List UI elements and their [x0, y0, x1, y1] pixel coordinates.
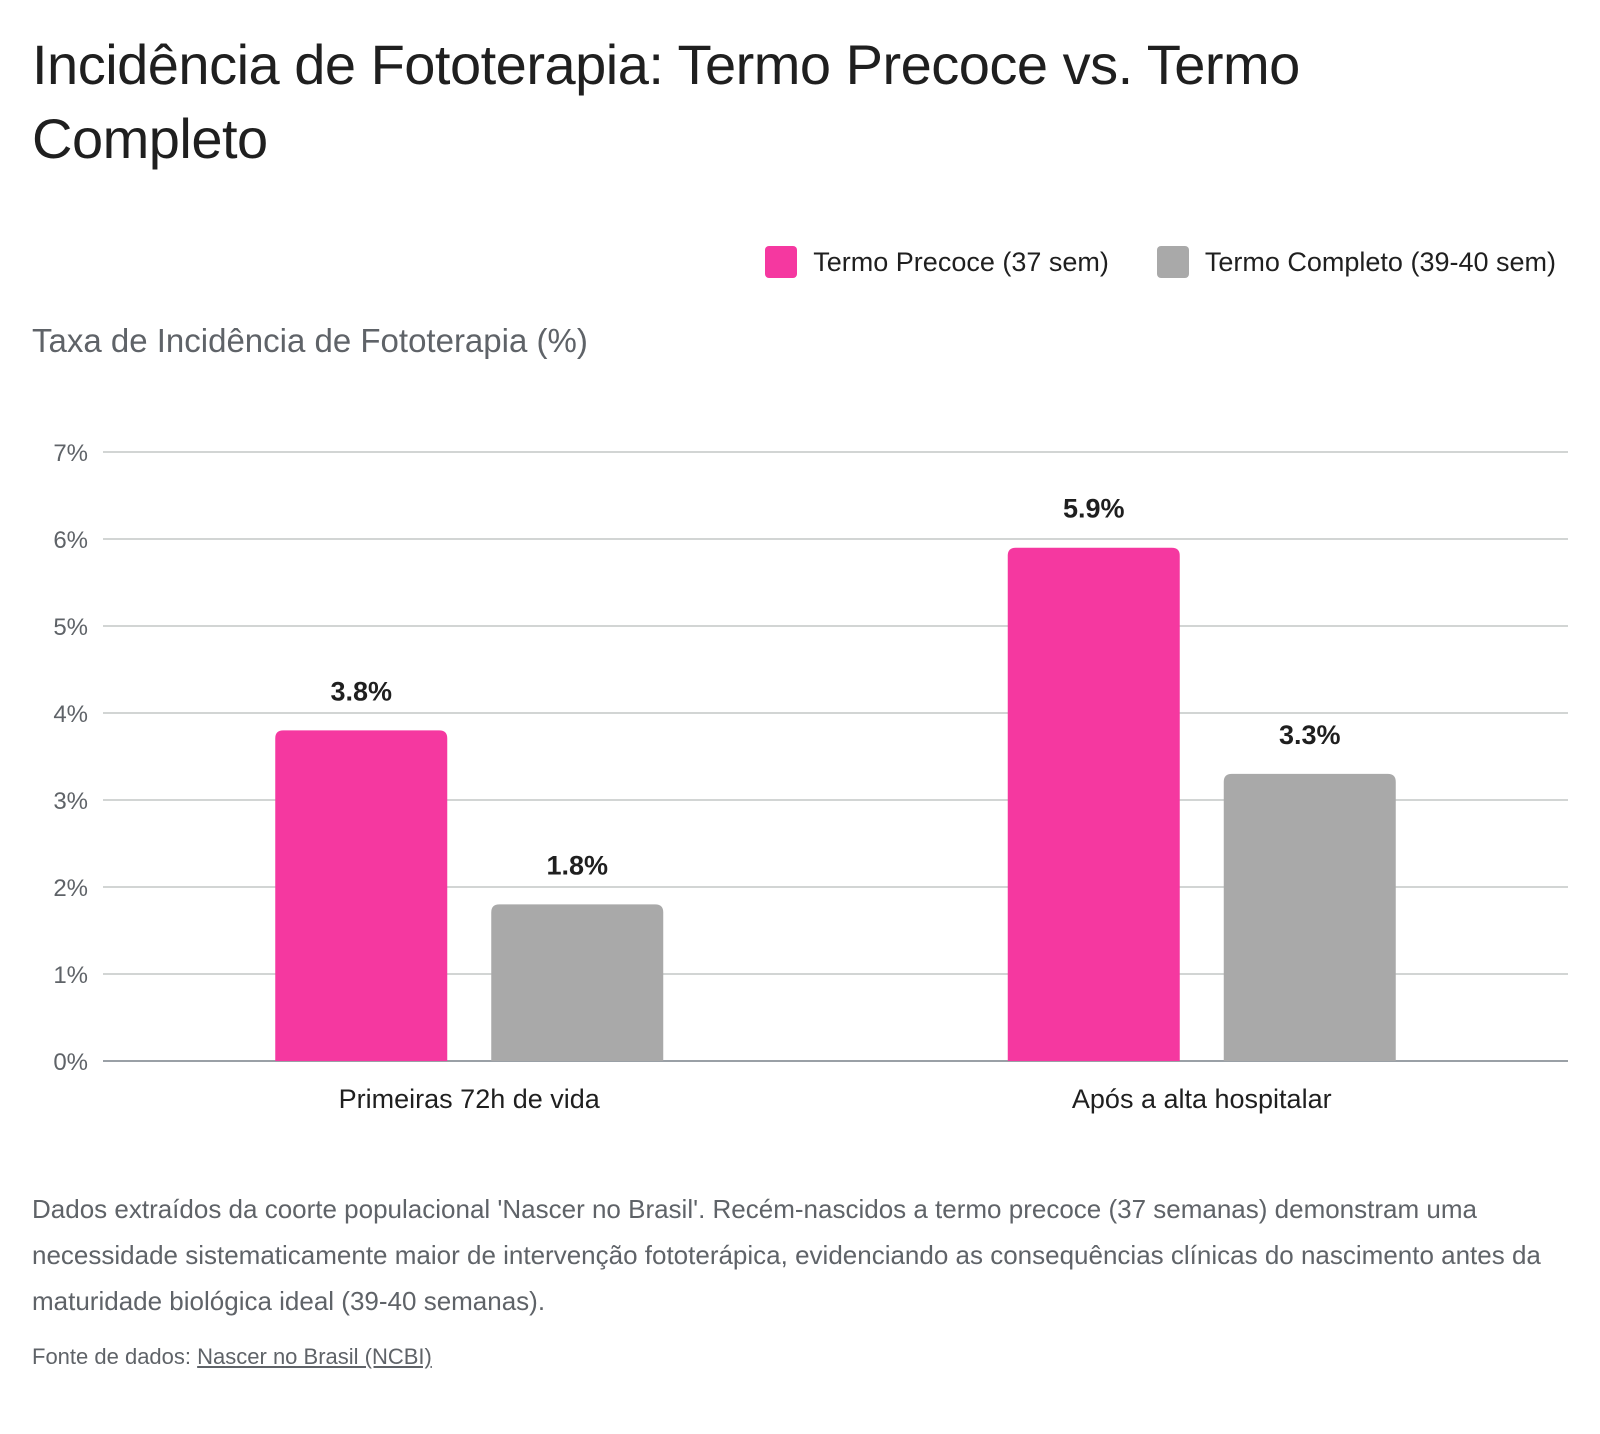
y-tick-label: 4% — [53, 701, 88, 728]
bar-data-label: 1.8% — [546, 850, 608, 880]
bar-data-label: 5.9% — [1063, 494, 1125, 524]
y-tick-label: 1% — [53, 962, 88, 989]
bar-data-label: 3.3% — [1279, 720, 1341, 750]
bar[interactable] — [1007, 547, 1180, 1061]
chart-caption: Dados extraídos da coorte populacional '… — [32, 1194, 1541, 1316]
y-tick-label: 3% — [53, 788, 88, 815]
source-label: Fonte de dados: — [32, 1344, 192, 1369]
legend-item-termo-completo[interactable]: Termo Completo (39-40 sem) — [1156, 246, 1556, 278]
bar-chart: 0% 1% 2% 3% 4% 5% 6% 7% 3.8% 1.8% Primeiras 72h de… — [53, 440, 1568, 1114]
legend-label-termo-completo: Termo Completo (39-40 sem) — [1204, 246, 1556, 277]
data-source: Fonte de dados: Nascer no Brasil (NCBI) — [32, 1344, 432, 1370]
y-tick-label: 7% — [53, 440, 88, 467]
chart-legend: Termo Precoce (37 sem) Termo Completo (3… — [765, 246, 1556, 278]
y-axis-title: Taxa de Incidência de Fototerapia (%) — [32, 322, 588, 359]
x-category-label: Primeiras 72h de vida — [339, 1084, 601, 1114]
bar[interactable] — [491, 904, 664, 1061]
bar-data-label: 3.8% — [330, 676, 392, 706]
y-tick-label: 5% — [53, 614, 88, 641]
source-link[interactable]: Nascer no Brasil (NCBI) — [197, 1344, 432, 1369]
bar[interactable] — [275, 730, 448, 1061]
bar[interactable] — [1223, 773, 1396, 1061]
x-category-label: Após a alta hospitalar — [1072, 1084, 1332, 1114]
legend-swatch-termo-completo — [1156, 246, 1189, 278]
chart-title: Incidência de Fototerapia: Termo Precoce… — [32, 33, 1300, 170]
y-tick-label: 6% — [53, 527, 88, 554]
legend-swatch-termo-precoce — [765, 246, 798, 278]
legend-item-termo-precoce[interactable]: Termo Precoce (37 sem) — [765, 246, 1109, 278]
y-tick-label: 0% — [53, 1049, 88, 1076]
y-tick-label: 2% — [53, 875, 88, 902]
legend-label-termo-precoce: Termo Precoce (37 sem) — [813, 246, 1109, 277]
